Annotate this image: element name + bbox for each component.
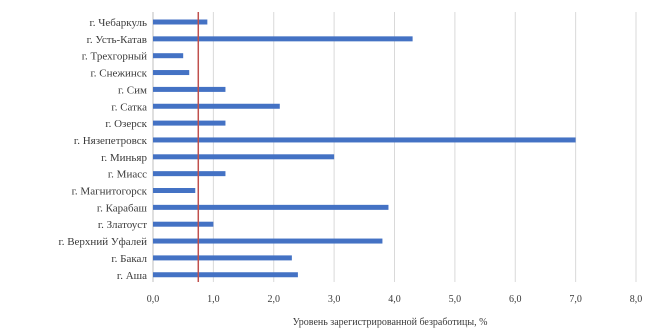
category-label: г. Миасс [108, 169, 147, 181]
x-tick-label: 5,0 [449, 294, 462, 305]
bar [153, 36, 413, 42]
bar [153, 86, 226, 92]
bar [153, 19, 208, 25]
bar [153, 103, 280, 109]
bars-group [153, 19, 576, 278]
category-label: г. Нязепетровск [74, 135, 148, 147]
category-labels: г. Чебаркуль г. Усть-Катав г. Трехгорный г.… [58, 17, 147, 282]
x-tick-label: 4,0 [388, 294, 401, 305]
bar [153, 188, 196, 193]
x-tick-label: 7,0 [569, 294, 582, 305]
bar [153, 204, 389, 210]
category-label: г. Сим [118, 84, 147, 96]
category-label: г. Миньяр [101, 152, 147, 164]
x-tick-labels: 0,0 1,0 2,0 3,0 4,0 5,0 6,0 7,0 8,0 [147, 294, 643, 305]
category-label: г. Аша [117, 270, 147, 282]
category-label: г. Усть-Катав [87, 34, 147, 46]
category-label: г. Чебаркуль [90, 17, 148, 29]
x-tick-label: 6,0 [509, 294, 522, 305]
x-tick-label: 8,0 [630, 294, 643, 305]
grid-lines [152, 12, 637, 282]
category-label: г. Карабаш [97, 202, 148, 214]
bar [153, 221, 214, 227]
x-tick-label: 2,0 [268, 294, 281, 305]
category-label: г. Бакал [111, 253, 147, 265]
bar [153, 70, 190, 76]
bar [153, 53, 184, 59]
x-tick-label: 0,0 [147, 294, 160, 305]
bar [153, 120, 226, 126]
bar [153, 238, 383, 244]
x-axis-label: Уровень зарегистрированной безработицы, … [293, 317, 488, 328]
x-tick-label: 1,0 [207, 294, 220, 305]
bar [153, 154, 335, 160]
bar [153, 137, 576, 143]
x-tick-label: 3,0 [328, 294, 341, 305]
category-label: г. Сатка [111, 101, 147, 113]
category-label: г. Верхний Уфалей [58, 236, 147, 248]
bar [153, 255, 292, 261]
category-label: г. Озерск [105, 118, 147, 130]
bar [153, 171, 226, 177]
category-label: г. Трехгорный [82, 51, 147, 63]
category-label: г. Снежинск [91, 68, 148, 80]
category-label: г. Златоуст [98, 219, 147, 231]
category-label: г. Магнитогорск [72, 186, 148, 198]
bar [153, 272, 298, 278]
